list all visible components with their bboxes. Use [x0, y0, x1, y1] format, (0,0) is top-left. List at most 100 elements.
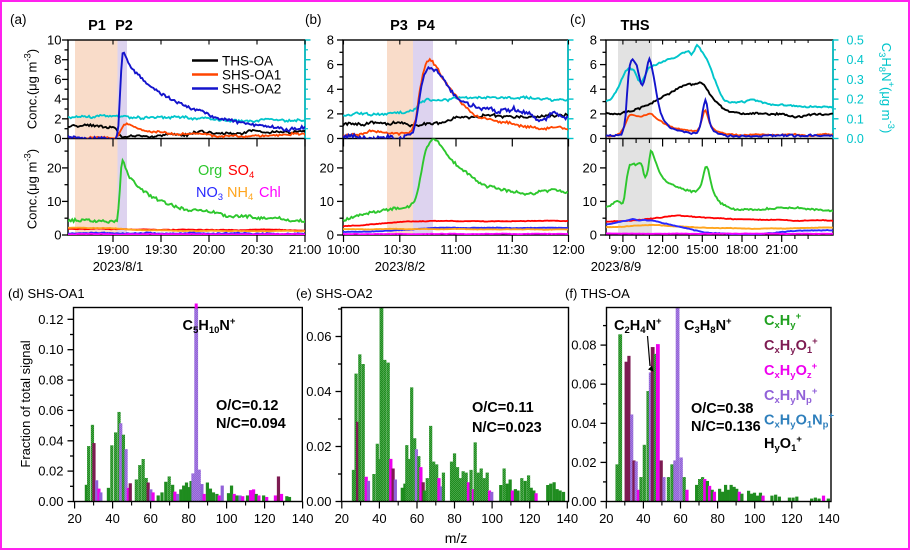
- svg-text:60: 60: [410, 511, 424, 526]
- svg-text:O/C=0.38: O/C=0.38: [691, 401, 753, 417]
- svg-text:4: 4: [590, 82, 597, 97]
- svg-text:2023/8/9: 2023/8/9: [591, 259, 642, 274]
- svg-text:100: 100: [744, 511, 766, 526]
- svg-text:0.12: 0.12: [38, 312, 63, 327]
- svg-text:140: 140: [292, 511, 314, 526]
- svg-text:P4: P4: [417, 18, 435, 34]
- svg-text:0.3: 0.3: [847, 73, 864, 87]
- svg-text:Chl: Chl: [259, 185, 281, 201]
- svg-text:0: 0: [54, 131, 61, 146]
- svg-text:40: 40: [636, 511, 650, 526]
- svg-text:80: 80: [710, 511, 724, 526]
- svg-text:SHS-OA2: SHS-OA2: [222, 81, 281, 96]
- svg-text:120: 120: [781, 511, 803, 526]
- svg-text:20: 20: [335, 511, 349, 526]
- svg-text:0.04: 0.04: [306, 384, 331, 399]
- svg-text:20:00: 20:00: [193, 242, 226, 257]
- svg-text:0.10: 0.10: [38, 342, 63, 357]
- svg-text:4: 4: [54, 92, 61, 107]
- svg-text:120: 120: [519, 511, 541, 526]
- svg-text:0.02: 0.02: [38, 464, 63, 479]
- svg-text:Conc.(μg m-3​): Conc.(μg m-3​): [23, 49, 40, 129]
- svg-text:11:00: 11:00: [440, 242, 472, 257]
- svg-text:12:00: 12:00: [552, 242, 585, 257]
- svg-text:21:00: 21:00: [765, 242, 798, 257]
- svg-text:N/C=0.094: N/C=0.094: [216, 416, 286, 432]
- svg-text:140: 140: [818, 511, 840, 526]
- svg-text:0.0: 0.0: [847, 132, 864, 146]
- svg-text:0.5: 0.5: [847, 34, 864, 48]
- svg-text:2: 2: [54, 111, 61, 126]
- svg-text:Org: Org: [198, 163, 222, 179]
- svg-text:2: 2: [590, 106, 597, 121]
- svg-text:8: 8: [54, 52, 61, 67]
- svg-text:P1: P1: [88, 18, 106, 34]
- svg-text:THS-OA: THS-OA: [222, 53, 273, 68]
- svg-text:NH4​: NH4​: [227, 185, 253, 203]
- svg-text:P2: P2: [115, 18, 133, 34]
- svg-text:80: 80: [181, 511, 195, 526]
- svg-text:140: 140: [556, 511, 578, 526]
- svg-text:0.04: 0.04: [571, 416, 596, 431]
- svg-text:0.00: 0.00: [571, 494, 596, 509]
- svg-text:0.4: 0.4: [847, 53, 864, 67]
- svg-text:O/C=0.12: O/C=0.12: [216, 398, 278, 414]
- svg-text:(c): (c): [570, 12, 586, 27]
- svg-text:N/C=0.023: N/C=0.023: [472, 420, 542, 436]
- svg-text:20: 20: [67, 511, 81, 526]
- svg-text:60: 60: [143, 511, 157, 526]
- svg-text:8: 8: [590, 33, 597, 48]
- svg-text:0.2: 0.2: [847, 93, 864, 107]
- svg-text:15:00: 15:00: [686, 242, 719, 257]
- svg-text:6: 6: [590, 57, 597, 72]
- svg-text:120: 120: [254, 511, 276, 526]
- svg-text:C3​H8​N+​: C3​H8​N+​: [684, 316, 732, 336]
- svg-text:C2​H4​N+​: C2​H4​N+​: [614, 316, 662, 336]
- svg-text:9:00: 9:00: [610, 242, 635, 257]
- svg-text:0.08: 0.08: [571, 338, 596, 353]
- svg-text:Conc.(μg m-3​): Conc.(μg m-3​): [23, 149, 40, 229]
- svg-text:6: 6: [327, 57, 334, 72]
- svg-text:0.06: 0.06: [571, 377, 596, 392]
- svg-text:(f) THS-OA: (f) THS-OA: [565, 286, 630, 301]
- svg-text:18:00: 18:00: [726, 242, 759, 257]
- svg-text:10: 10: [320, 194, 334, 209]
- svg-text:10: 10: [47, 194, 61, 209]
- svg-text:N/C=0.136: N/C=0.136: [691, 419, 761, 435]
- svg-text:40: 40: [372, 511, 386, 526]
- svg-text:(d) SHS-OA1: (d) SHS-OA1: [8, 286, 85, 301]
- svg-text:0: 0: [590, 131, 597, 146]
- svg-text:0.1: 0.1: [847, 112, 864, 126]
- svg-text:0: 0: [327, 131, 334, 146]
- svg-text:2: 2: [327, 106, 334, 121]
- svg-text:19:00: 19:00: [97, 242, 130, 257]
- svg-text:0.00: 0.00: [38, 494, 63, 509]
- svg-text:0: 0: [54, 228, 61, 243]
- svg-text:C3​H8​N+​(μg m-3​): C3​H8​N+​(μg m-3​): [876, 43, 896, 134]
- svg-text:12:00: 12:00: [646, 242, 679, 257]
- svg-text:10: 10: [583, 194, 597, 209]
- svg-text:80: 80: [447, 511, 461, 526]
- svg-text:20: 20: [320, 160, 334, 175]
- svg-text:0.04: 0.04: [38, 433, 63, 448]
- svg-text:0: 0: [590, 228, 597, 243]
- svg-text:20: 20: [599, 511, 613, 526]
- svg-text:0.06: 0.06: [306, 329, 331, 344]
- svg-text:60: 60: [673, 511, 687, 526]
- svg-text:20:30: 20:30: [241, 242, 274, 257]
- svg-text:0.00: 0.00: [306, 494, 331, 509]
- svg-text:(b): (b): [305, 12, 322, 27]
- svg-text:10:00: 10:00: [327, 242, 360, 257]
- svg-text:(e) SHS-OA2: (e) SHS-OA2: [296, 286, 373, 301]
- svg-text:10:30: 10:30: [384, 242, 417, 257]
- svg-text:6: 6: [54, 72, 61, 87]
- svg-text:P3: P3: [390, 18, 408, 34]
- svg-text:0.08: 0.08: [38, 373, 63, 388]
- svg-text:0.02: 0.02: [306, 439, 331, 454]
- svg-text:100: 100: [216, 511, 238, 526]
- svg-text:Cx​Hy​O1​Np​+​: Cx​Hy​O1​Np​+​: [764, 411, 834, 431]
- svg-text:10: 10: [47, 33, 61, 48]
- svg-text:0: 0: [327, 228, 334, 243]
- svg-text:20: 20: [583, 160, 597, 175]
- svg-text:0.02: 0.02: [571, 455, 596, 470]
